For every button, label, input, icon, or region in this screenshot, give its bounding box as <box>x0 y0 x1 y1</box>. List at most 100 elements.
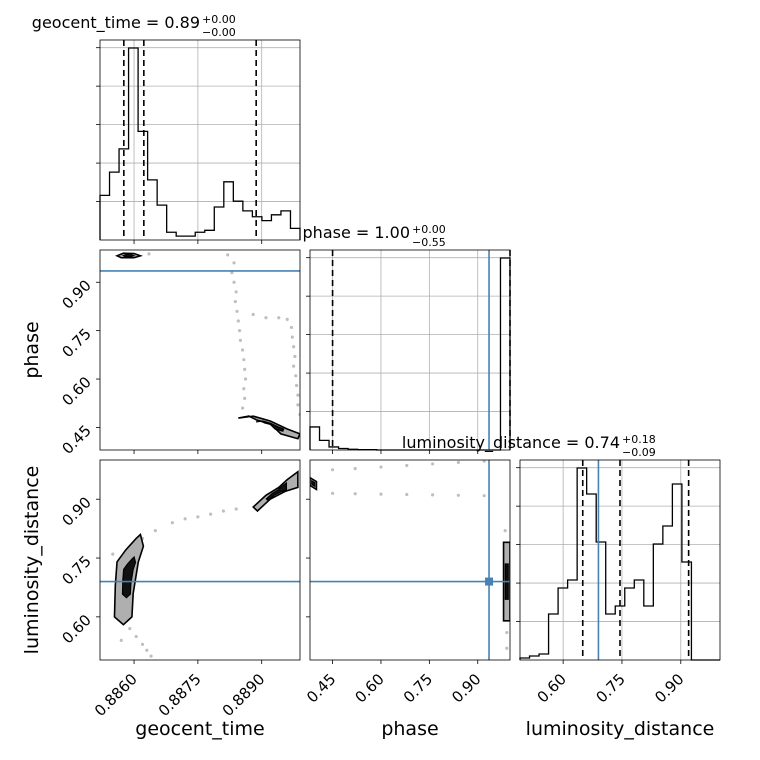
contour-core <box>121 555 137 599</box>
sample-point <box>242 387 246 391</box>
sample-point <box>456 493 460 497</box>
sample-point <box>232 261 236 265</box>
xtick-label-phase: 0.75 <box>400 670 436 706</box>
sample-point <box>128 627 132 631</box>
contour-core <box>121 253 136 258</box>
sample-point <box>353 492 357 496</box>
xaxis-label-phase: phase <box>381 718 438 740</box>
sample-point <box>430 462 435 466</box>
contour-core <box>311 479 316 488</box>
sample-point <box>242 358 246 362</box>
histogram-phase <box>309 257 511 451</box>
xtick-label-geocent_time: 0.8875 <box>155 670 205 720</box>
sample-point <box>430 493 435 497</box>
histogram-geocent_time <box>99 47 301 240</box>
sample-point <box>209 512 213 516</box>
sample-point <box>505 646 509 650</box>
sample-point <box>296 393 300 397</box>
hist-panel-luminosity_distance: luminosity_distance = 0.74 +0.18−0.09 <box>402 433 721 664</box>
panel-title-geocent_time: geocent_time = 0.89 <box>32 13 200 33</box>
sample-point <box>149 654 153 658</box>
sample-point <box>456 460 460 464</box>
sample-point <box>330 491 335 495</box>
sample-point <box>243 377 248 381</box>
sample-point <box>292 364 296 368</box>
sample-point <box>230 270 234 275</box>
sample-point <box>296 403 300 407</box>
xtick-label-luminosity_distance: 0.75 <box>592 670 628 706</box>
sample-point <box>134 634 138 639</box>
ytick-label-phase: 0.75 <box>58 325 94 361</box>
sample-point <box>294 374 298 378</box>
ytick-label-luminosity_distance: 0.90 <box>58 493 94 529</box>
sample-point <box>289 325 294 330</box>
sample-point <box>234 290 238 294</box>
ytick-label-phase: 0.60 <box>58 373 94 409</box>
title-minus: −0.00 <box>202 26 236 39</box>
yaxis-label-luminosity_distance: luminosity_distance <box>21 466 43 655</box>
ytick-label-phase: 0.90 <box>58 276 94 312</box>
scatter-content <box>100 470 300 658</box>
histogram-luminosity_distance <box>519 467 720 661</box>
sample-point <box>264 316 268 320</box>
sample-point <box>285 317 289 321</box>
sample-point <box>234 507 238 511</box>
contour-core <box>255 420 285 432</box>
ytick-label-phase: 0.45 <box>58 422 94 458</box>
contour-region <box>238 415 300 440</box>
sample-point <box>482 460 486 463</box>
panel-frame <box>99 459 301 661</box>
title-plus: +0.00 <box>412 223 446 236</box>
hist-panel-phase: phase = 1.00 +0.00−0.55 <box>303 223 511 454</box>
scatter-panel-luminosity_distance_vs_geocent_time <box>96 459 301 664</box>
hist-panel-geocent_time: geocent_time = 0.89 +0.00−0.00 <box>32 13 301 244</box>
sample-point <box>277 316 281 320</box>
sample-point <box>238 338 243 342</box>
sample-point <box>353 467 357 471</box>
sample-point <box>503 528 507 533</box>
panel-frame <box>519 459 721 661</box>
truth-marker <box>485 577 494 586</box>
xtick-label-geocent_time: 0.8860 <box>91 670 141 720</box>
sample-point <box>240 348 245 352</box>
sample-point <box>240 406 245 410</box>
panel-frame <box>309 459 511 661</box>
sample-point <box>221 509 226 513</box>
sample-point <box>111 552 115 556</box>
sample-point <box>236 319 240 323</box>
sample-point <box>379 465 383 469</box>
sample-point <box>233 300 237 304</box>
scatter-panel-phase_vs_geocent_time <box>96 249 301 454</box>
scatter-panel-luminosity_distance_vs_phase <box>306 459 511 664</box>
yaxis-label-phase: phase <box>21 321 43 378</box>
sample-point <box>140 642 145 646</box>
panel-frame <box>99 249 301 451</box>
sample-point <box>243 367 247 371</box>
panel-frame <box>99 39 301 241</box>
ytick-label-luminosity_distance: 0.60 <box>58 611 94 647</box>
scatter-content <box>310 460 510 660</box>
hist-grid-luminosity_distance <box>520 460 720 660</box>
sample-point <box>147 252 151 256</box>
hist-grid-phase <box>310 250 510 450</box>
xtick-label-luminosity_distance: 0.60 <box>534 670 570 706</box>
sample-point <box>119 638 123 642</box>
title-minus: −0.55 <box>412 236 446 249</box>
xtick-label-phase: 0.60 <box>351 670 387 706</box>
xtick-label-phase: 0.90 <box>448 670 484 706</box>
sample-point <box>237 329 242 333</box>
sample-point <box>153 528 157 533</box>
ytick-label-luminosity_distance: 0.75 <box>58 552 94 588</box>
sample-point <box>505 630 509 635</box>
contour-core <box>265 481 288 502</box>
sample-point <box>145 648 149 652</box>
sample-point <box>226 253 230 257</box>
title-plus: +0.18 <box>622 433 656 446</box>
xtick-label-luminosity_distance: 0.90 <box>651 670 687 706</box>
sample-point <box>232 280 236 284</box>
sample-point <box>405 492 409 497</box>
scatter-content <box>100 252 300 440</box>
sample-point <box>292 345 296 349</box>
xaxis-label-geocent_time: geocent_time <box>135 718 264 740</box>
